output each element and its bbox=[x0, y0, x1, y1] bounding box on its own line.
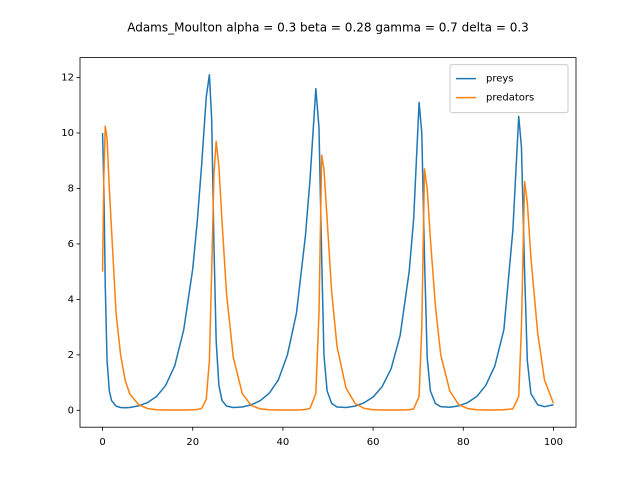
x-tick-label: 60 bbox=[367, 437, 380, 448]
y-tick-label: 8 bbox=[68, 183, 74, 194]
legend-label: predators bbox=[486, 93, 534, 104]
y-tick-label: 4 bbox=[68, 294, 74, 305]
series-line bbox=[101, 125, 555, 411]
series-line bbox=[101, 74, 554, 409]
x-tick-label: 40 bbox=[277, 437, 290, 448]
y-tick-label: 12 bbox=[61, 73, 74, 84]
plot-frame bbox=[79, 57, 577, 428]
x-tick-label: 20 bbox=[186, 437, 199, 448]
y-tick-label: 10 bbox=[61, 128, 74, 139]
y-tick-label: 0 bbox=[68, 405, 74, 416]
x-tick-label: 100 bbox=[544, 437, 563, 448]
chart-title: Adams_Moulton alpha = 0.3 beta = 0.28 ga… bbox=[127, 21, 529, 35]
x-tick-label: 0 bbox=[99, 437, 105, 448]
legend-label: preys bbox=[486, 74, 514, 85]
x-tick-label: 80 bbox=[457, 437, 470, 448]
legend-box bbox=[449, 64, 569, 114]
y-tick-label: 2 bbox=[68, 350, 74, 361]
y-tick-label: 6 bbox=[68, 239, 74, 250]
